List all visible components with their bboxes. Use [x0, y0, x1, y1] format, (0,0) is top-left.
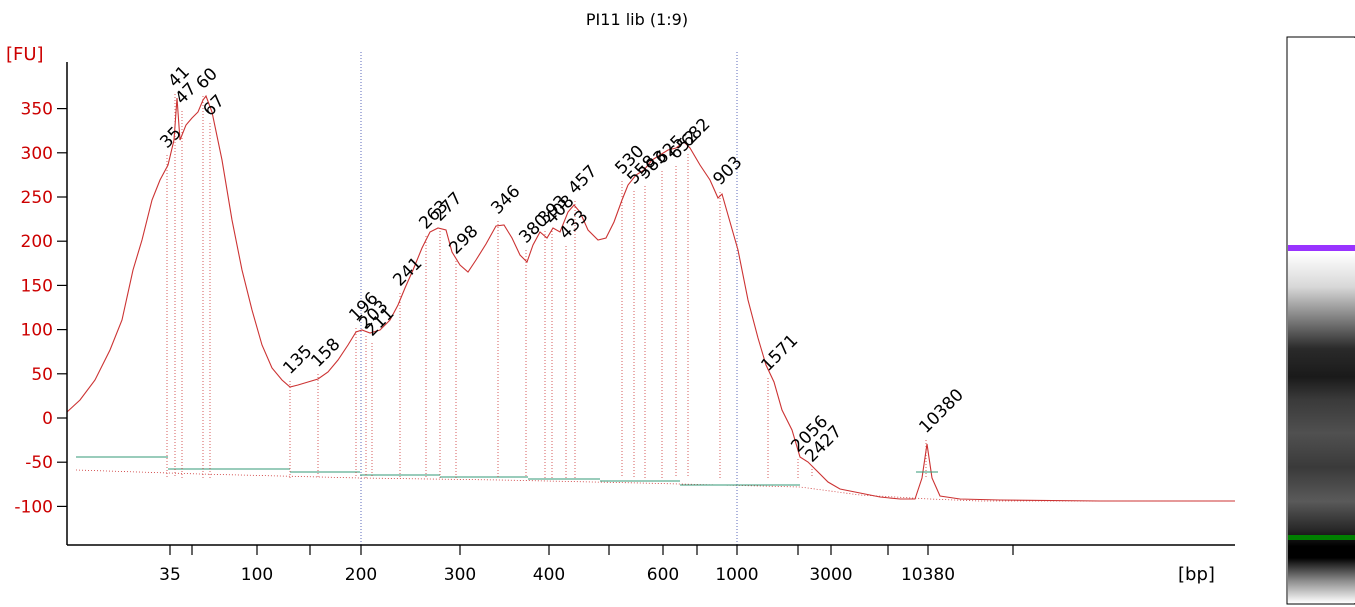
sizing-markers [360, 52, 738, 545]
x-tick-label: 100 [241, 565, 273, 585]
x-tick-label: 600 [647, 565, 679, 585]
gel-lane [1286, 36, 1355, 605]
y-tick-label: 200 [21, 232, 53, 252]
trace-layer [66, 94, 1235, 502]
upper-marker-band [1288, 245, 1355, 251]
x-tick-label: 200 [345, 565, 377, 585]
x-tick-label: 3000 [809, 565, 852, 585]
gel-lane-bands [1288, 38, 1355, 603]
lower-marker-band [1288, 535, 1355, 540]
peak-label: 903 [709, 152, 746, 189]
peak-label: 298 [445, 221, 482, 258]
x-axis-unit: [bp] [1178, 564, 1215, 585]
x-ticks: 35 100 200 300 400 600 1000 3000 10380 [159, 545, 1014, 585]
chart-title: PI11 lib (1:9) [586, 10, 688, 29]
y-axis-unit: [FU] [6, 44, 44, 65]
x-tick-label: 400 [533, 565, 565, 585]
peak-label: 60 [192, 64, 221, 93]
x-tick-label: 35 [159, 565, 181, 585]
y-tick-label: 300 [21, 144, 53, 164]
peak-labels: 3541476067135158196203211241263277298346… [156, 62, 968, 478]
y-ticks: 350 300 250 200 150 100 50 0 -50 -100 [14, 100, 67, 517]
baseline-line [75, 469, 1235, 502]
x-tick-label: 1000 [715, 565, 758, 585]
peak-label: 158 [307, 334, 344, 371]
peak-label: 457 [564, 161, 601, 198]
y-tick-label: -100 [14, 497, 53, 517]
x-tick-label: 10380 [901, 565, 955, 585]
peak-label: 1571 [757, 331, 802, 376]
y-tick-label: 250 [21, 188, 53, 208]
y-tick-label: 350 [21, 100, 53, 120]
peak-label: 67 [199, 91, 228, 120]
y-tick-label: 100 [21, 321, 53, 341]
x-tick-label: 300 [444, 565, 476, 585]
y-tick-label: -50 [25, 453, 53, 473]
axes: [FU] [bp] [6, 44, 1235, 585]
peak-label: 346 [487, 181, 524, 218]
peak-label: 35 [156, 123, 185, 152]
y-tick-label: 50 [31, 365, 53, 385]
y-tick-label: 0 [42, 409, 53, 429]
trace-line [66, 94, 1235, 502]
peak-label: 241 [389, 253, 426, 290]
y-tick-label: 150 [21, 276, 53, 296]
peak-label: 10380 [915, 385, 967, 437]
